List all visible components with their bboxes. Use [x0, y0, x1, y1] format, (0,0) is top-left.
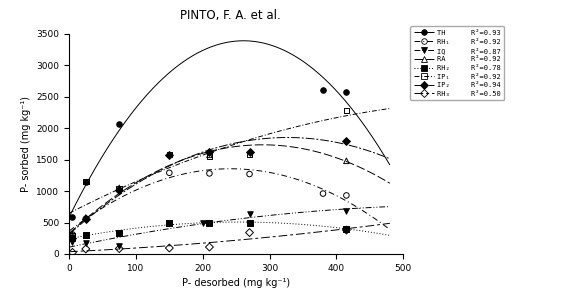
- Point: [205, 171, 214, 176]
- Point: [115, 246, 124, 251]
- Point: [342, 226, 351, 231]
- Y-axis label: P- sorbed (mg kg⁻¹): P- sorbed (mg kg⁻¹): [21, 96, 31, 192]
- Point: [342, 228, 351, 233]
- Point: [115, 185, 124, 190]
- Point: [68, 233, 77, 238]
- Point: [115, 230, 124, 235]
- Point: [342, 208, 351, 213]
- Point: [342, 108, 351, 113]
- Point: [245, 211, 254, 216]
- Point: [342, 89, 351, 94]
- Point: [81, 179, 90, 184]
- Point: [165, 245, 174, 250]
- Point: [245, 172, 254, 177]
- Point: [245, 150, 254, 155]
- Point: [319, 88, 328, 93]
- Point: [115, 188, 124, 193]
- Point: [205, 220, 214, 225]
- Point: [68, 240, 77, 244]
- Legend: TH      R²=0.93, RH₁     R²=0.92, IQ      R²=0.87, RA      R²=0.92, RH₂     R²=0: TH R²=0.93, RH₁ R²=0.92, IQ R²=0.87, RA …: [410, 26, 504, 100]
- Point: [68, 215, 77, 220]
- Point: [81, 241, 90, 245]
- Point: [342, 193, 351, 198]
- Point: [205, 150, 214, 155]
- X-axis label: P- desorbed (mg kg⁻¹): P- desorbed (mg kg⁻¹): [182, 278, 290, 288]
- Point: [245, 152, 254, 157]
- Point: [205, 244, 214, 249]
- Point: [198, 220, 207, 225]
- Text: PINTO, F. A. et al.: PINTO, F. A. et al.: [180, 9, 281, 22]
- Point: [165, 152, 174, 157]
- Point: [68, 250, 77, 255]
- Point: [115, 122, 124, 127]
- Point: [81, 217, 90, 222]
- Point: [68, 232, 77, 237]
- Point: [245, 220, 254, 225]
- Point: [68, 232, 77, 237]
- Point: [205, 153, 214, 158]
- Point: [81, 215, 90, 220]
- Point: [205, 152, 214, 157]
- Point: [81, 247, 90, 252]
- Point: [319, 191, 328, 196]
- Point: [342, 138, 351, 143]
- Point: [342, 159, 351, 163]
- Point: [81, 179, 90, 184]
- Point: [81, 216, 90, 221]
- Point: [165, 152, 174, 157]
- Point: [165, 221, 174, 226]
- Point: [115, 186, 124, 191]
- Point: [81, 233, 90, 237]
- Point: [115, 243, 124, 248]
- Point: [68, 235, 77, 240]
- Point: [115, 188, 124, 193]
- Point: [165, 170, 174, 175]
- Point: [245, 230, 254, 235]
- Point: [68, 235, 77, 240]
